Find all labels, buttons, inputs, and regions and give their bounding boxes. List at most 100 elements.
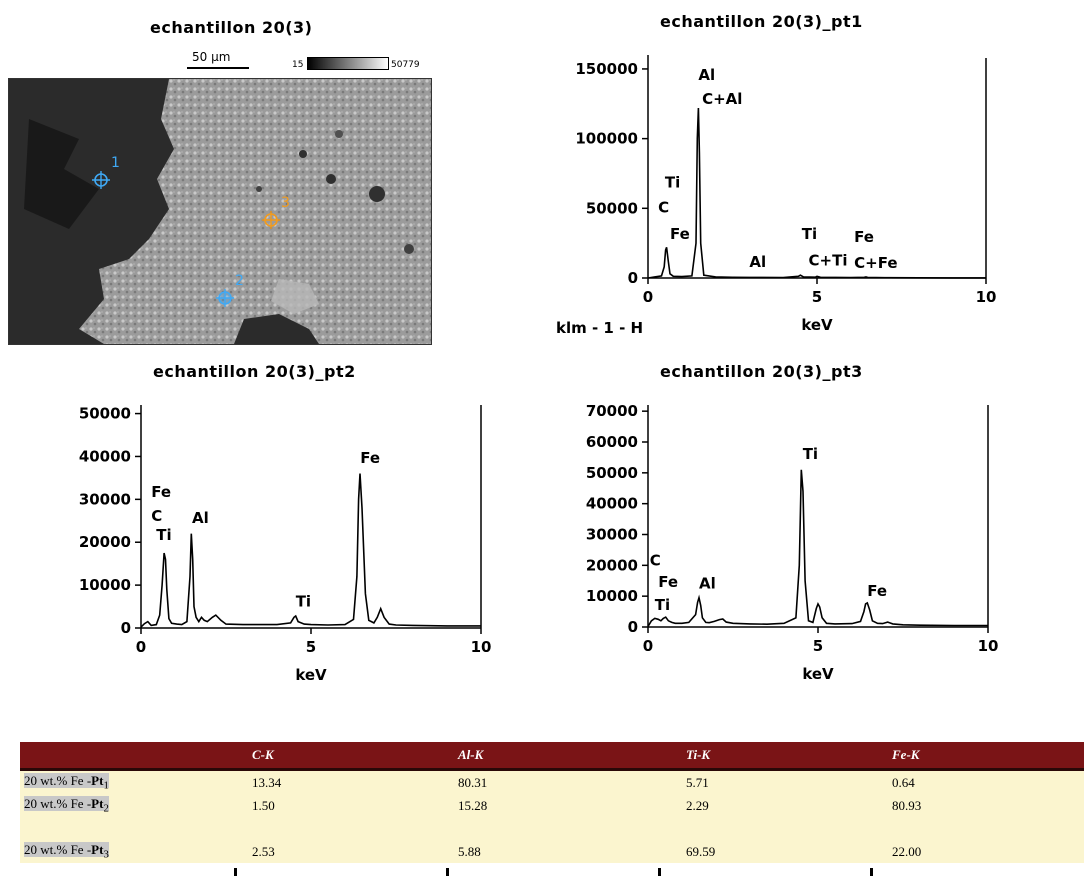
cell-fe-k: 80.93 xyxy=(888,794,1084,817)
peak-label: C+Fe xyxy=(854,254,897,272)
cell-ti-k: 69.59 xyxy=(682,840,888,863)
marker-1-label: 1 xyxy=(111,155,120,171)
cell-fe-k: 22.00 xyxy=(888,840,1084,863)
spectrum-chart-pt3: 0 10000 20000 30000 40000 50000 60000 70000 0 5 10… xyxy=(586,402,999,683)
y-tick-label: 150000 xyxy=(575,60,638,78)
spectrum-line xyxy=(647,107,986,279)
table-row: 20 wt.% Fe -Pt1 13.34 80.31 5.71 0.64 xyxy=(20,769,1084,794)
table-column-mark xyxy=(234,868,237,876)
table-row: 20 wt.% Fe -Pt3 2.53 5.88 69.59 22.00 xyxy=(20,840,1084,863)
cell-fe-k xyxy=(888,817,1084,840)
x-tick-label: 0 xyxy=(643,288,653,306)
table-header-row: C-K Al-K Ti-K Fe-K xyxy=(20,742,1084,771)
peak-label: Ti xyxy=(655,596,670,614)
y-tick-label: 40000 xyxy=(586,495,638,513)
marker-2: 2 xyxy=(216,273,244,307)
row-label: 20 wt.% Fe -Pt2 xyxy=(20,794,248,817)
y-tick-label: 50000 xyxy=(586,199,638,217)
cell-fe-k: 0.64 xyxy=(888,769,1084,794)
table-column-mark xyxy=(658,868,661,876)
x-axis-label: keV xyxy=(802,665,834,683)
spectrum-line xyxy=(647,469,988,627)
y-tick-label: 40000 xyxy=(79,447,131,465)
x-axis-label: keV xyxy=(801,316,833,334)
peak-label: Al xyxy=(698,66,715,84)
peak-label: Fe xyxy=(360,449,380,467)
colorbar xyxy=(307,57,389,70)
spectrum-line xyxy=(140,473,481,628)
chart-1-title: echantillon 20(3)_pt1 xyxy=(660,12,863,31)
y-tick-label: 30000 xyxy=(586,526,638,544)
scale-bar-label: 50 µm xyxy=(192,50,231,64)
y-tick-label: 30000 xyxy=(79,490,131,508)
y-tick-label: 0 xyxy=(121,619,131,637)
composition-table: C-K Al-K Ti-K Fe-K 20 wt.% Fe -Pt1 13.34… xyxy=(20,742,1084,863)
y-tick-label: 100000 xyxy=(575,130,638,148)
peak-label: Al xyxy=(192,509,209,527)
peak-label: C xyxy=(650,551,661,569)
peak-label: C xyxy=(658,198,669,216)
sem-micrograph: 1 2 3 xyxy=(8,78,432,345)
row-label xyxy=(20,817,248,840)
cell-al-k xyxy=(454,817,682,840)
table-column-mark xyxy=(446,868,449,876)
y-tick-label: 20000 xyxy=(586,556,638,574)
x-tick-label: 5 xyxy=(812,288,822,306)
colorbar-min-label: 15 xyxy=(292,60,304,70)
bottom-dark-region xyxy=(234,314,319,344)
x-tick-label: 10 xyxy=(978,637,999,655)
table-row-spacer xyxy=(20,817,1084,840)
peak-label: Fe xyxy=(658,573,678,591)
table-header-fe-k: Fe-K xyxy=(888,742,1084,771)
colorbar-max-label: 50779 xyxy=(391,60,420,70)
cell-ti-k: 2.29 xyxy=(682,794,888,817)
peak-label: C xyxy=(151,507,162,525)
peak-label: Al xyxy=(749,253,766,271)
cell-ti-k: 5.71 xyxy=(682,769,888,794)
marker-3-label: 3 xyxy=(281,195,290,211)
table-row: 20 wt.% Fe -Pt2 1.50 15.28 2.29 80.93 xyxy=(20,794,1084,817)
table-header-label xyxy=(20,742,248,771)
peak-label: Fe xyxy=(854,228,874,246)
peak-label: Ti xyxy=(803,445,818,463)
peak-label: C+Ti xyxy=(809,251,848,269)
peak-label: Ti xyxy=(296,593,311,611)
peak-label: Ti xyxy=(802,225,817,243)
peak-label: Ti xyxy=(156,526,171,544)
x-tick-label: 5 xyxy=(813,637,823,655)
chart-3-title: echantillon 20(3)_pt3 xyxy=(660,362,863,381)
peak-label: Fe xyxy=(867,582,887,600)
y-tick-label: 0 xyxy=(628,618,638,636)
cell-ti-k xyxy=(682,817,888,840)
scale-bar xyxy=(187,67,249,69)
cell-al-k: 80.31 xyxy=(454,769,682,794)
y-tick-label: 10000 xyxy=(586,587,638,605)
y-tick-label: 60000 xyxy=(586,433,638,451)
peak-label: Al xyxy=(699,574,716,592)
x-tick-label: 10 xyxy=(471,638,492,656)
peak-label: Fe xyxy=(151,483,171,501)
y-tick-label: 0 xyxy=(628,269,638,287)
marker-3: 3 xyxy=(262,195,290,229)
y-tick-label: 50000 xyxy=(79,405,131,423)
chart-1-caption: klm - 1 - H xyxy=(556,319,644,337)
marker-2-label: 2 xyxy=(235,273,244,289)
x-tick-label: 0 xyxy=(643,637,653,655)
y-tick-label: 70000 xyxy=(586,402,638,420)
cell-al-k: 15.28 xyxy=(454,794,682,817)
row-label: 20 wt.% Fe -Pt1 xyxy=(20,769,248,794)
marker-1: 1 xyxy=(92,155,120,189)
sem-title: echantillon 20(3) xyxy=(150,18,313,37)
x-tick-label: 0 xyxy=(136,638,146,656)
y-tick-label: 20000 xyxy=(79,533,131,551)
cell-al-k: 5.88 xyxy=(454,840,682,863)
table-header-al-k: Al-K xyxy=(454,742,682,771)
x-tick-label: 10 xyxy=(976,288,997,306)
y-tick-label: 50000 xyxy=(586,464,638,482)
x-axis-label: keV xyxy=(295,666,327,684)
table-header-c-k: C-K xyxy=(248,742,454,771)
peak-label: C+Al xyxy=(702,90,742,108)
y-tick-label: 10000 xyxy=(79,576,131,594)
